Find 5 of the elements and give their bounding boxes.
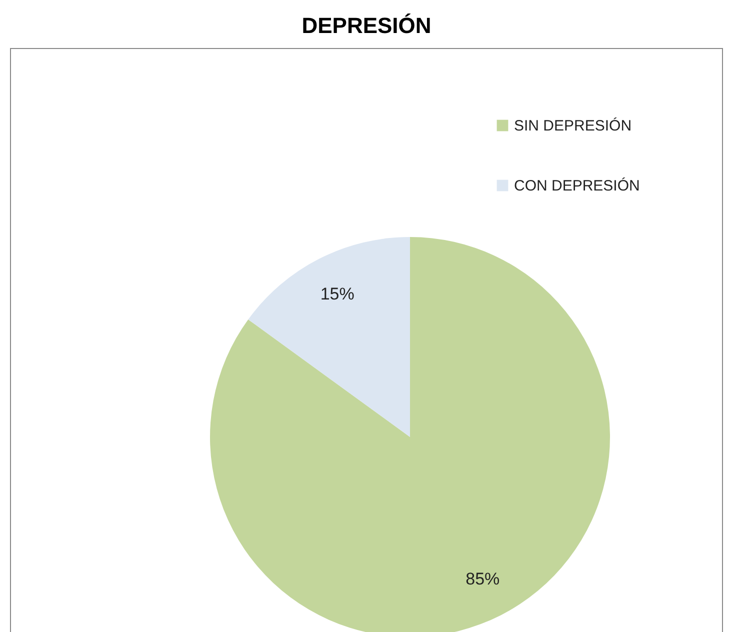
data-label: 15% xyxy=(320,284,354,304)
data-label: 85% xyxy=(466,570,500,589)
legend-label: CON DEPRESIÓN xyxy=(514,176,640,194)
legend-label: SIN DEPRESIÓN xyxy=(514,116,632,134)
chart-title: DEPRESIÓN xyxy=(302,13,432,38)
